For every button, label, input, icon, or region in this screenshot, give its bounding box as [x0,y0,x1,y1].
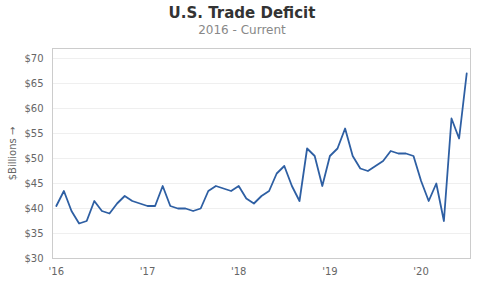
svg-text:$35: $35 [24,228,43,239]
svg-text:'19: '19 [322,266,337,277]
svg-text:'17: '17 [140,266,155,277]
svg-text:'20: '20 [413,266,428,277]
svg-text:'18: '18 [231,266,246,277]
svg-text:$65: $65 [24,78,43,89]
svg-text:$55: $55 [24,128,43,139]
svg-text:$45: $45 [24,178,43,189]
svg-text:$50: $50 [24,153,43,164]
html-text:2016 - Current: 2016 - Current [198,23,286,37]
svg-text:$60: $60 [24,103,43,114]
html-text:U.S. Trade Deficit: U.S. Trade Deficit [168,4,316,22]
svg-text:$Billions →: $Billions → [7,127,18,181]
svg-text:'16: '16 [49,266,64,277]
svg-text:$30: $30 [24,253,43,264]
svg-text:$70: $70 [24,53,43,64]
svg-text:$40: $40 [24,203,43,214]
